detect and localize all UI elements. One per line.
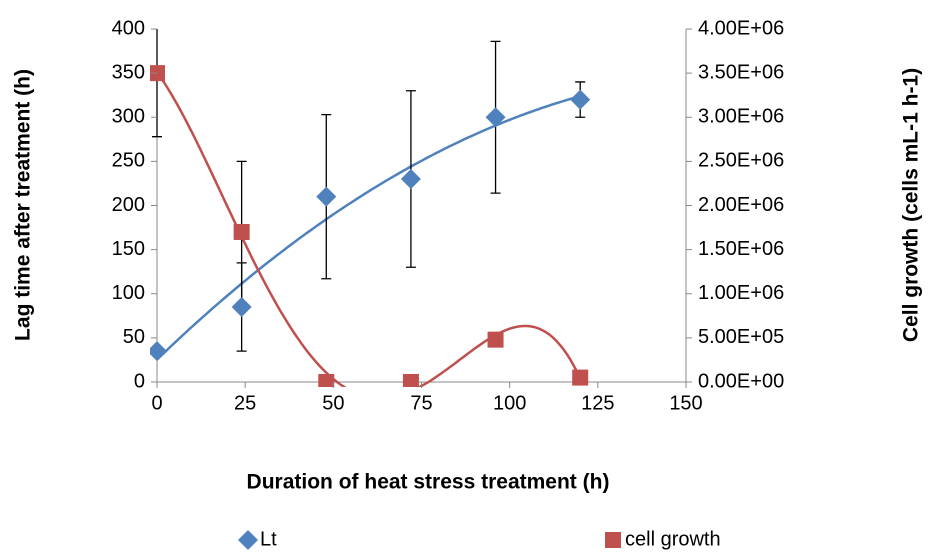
trendline: [156, 94, 581, 361]
point: [233, 223, 250, 240]
point: [150, 341, 167, 362]
point: [485, 107, 506, 128]
y-tick-label: 350: [112, 61, 145, 83]
point: [150, 65, 165, 82]
x-tick-label: 125: [581, 392, 614, 414]
point: [400, 169, 421, 190]
y-tick-label: 300: [112, 106, 145, 128]
y-tick-label: 100: [112, 282, 145, 304]
x-tick-label: 150: [669, 392, 702, 414]
y-tick-label: 200: [112, 194, 145, 216]
y2-tick-label: 1.00E+06: [698, 282, 784, 304]
point: [570, 89, 591, 110]
y2-tick-label: 3.00E+06: [698, 106, 784, 128]
y-tick-label: 250: [112, 150, 145, 172]
legend-label: cell growth: [625, 528, 721, 550]
y2-tick-label: 2.00E+06: [698, 194, 784, 216]
legend-marker: [238, 530, 258, 550]
point: [231, 296, 252, 317]
y2-tick-label: 4.00E+06: [698, 17, 784, 39]
x-tick-label: 100: [493, 392, 526, 414]
x-tick-label: 0: [151, 392, 162, 414]
plot-area: [150, 29, 591, 387]
point: [572, 369, 589, 386]
point: [316, 186, 337, 207]
legend-label: Lt: [260, 528, 277, 550]
y2-axis-label: Cell growth (cells mL-1 h-1): [900, 68, 923, 342]
x-tick-label: 50: [322, 392, 344, 414]
y-tick-label: 0: [134, 370, 145, 392]
y2-tick-label: 5.00E+05: [698, 326, 784, 348]
y2-tick-label: 0.00E+00: [698, 370, 784, 392]
y2-tick-label: 2.50E+06: [698, 150, 784, 172]
y2-tick-label: 1.50E+06: [698, 238, 784, 260]
x-axis-label: Duration of heat stress treatment (h): [247, 471, 610, 494]
point: [402, 374, 419, 387]
trendline: [155, 71, 582, 387]
x-tick-label: 25: [234, 392, 256, 414]
y-tick-label: 50: [123, 326, 145, 348]
point: [487, 331, 504, 348]
y2-tick-label: 3.50E+06: [698, 61, 784, 83]
y-tick-label: 400: [112, 17, 145, 39]
x-tick-label: 75: [410, 392, 432, 414]
legend-marker: [605, 532, 621, 548]
point: [318, 374, 335, 387]
y-tick-label: 150: [112, 238, 145, 260]
y-axis-label: Lag time after treatment (h): [12, 69, 35, 341]
